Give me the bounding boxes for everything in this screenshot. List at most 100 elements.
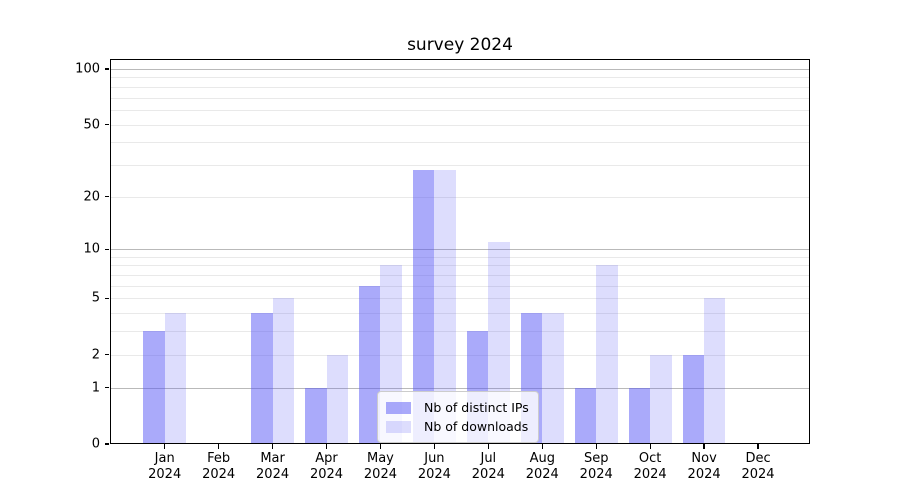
x-tick-label-month: May	[367, 451, 394, 466]
x-tick-label-year: 2024	[309, 467, 344, 482]
x-tick-label-month: Apr	[315, 451, 338, 466]
y-tick-label: 20	[83, 189, 100, 205]
x-tick-label: May 2024	[364, 451, 397, 483]
bar-distinct-ips	[574, 387, 597, 444]
y-gridline-minor	[110, 97, 810, 99]
y-gridline-minor	[110, 285, 810, 287]
x-tick-label-month: Jul	[480, 451, 497, 466]
x-tick-label-year: 2024	[633, 467, 667, 482]
bar-distinct-ips	[628, 387, 651, 444]
legend-swatch-downloads	[386, 420, 411, 433]
y-tick	[104, 354, 109, 356]
legend: Nb of distinct IPs Nb of downloads	[377, 391, 539, 443]
y-gridline-major	[110, 69, 810, 70]
bar-downloads	[596, 265, 618, 444]
x-tick-label: Dec 2024	[741, 451, 774, 483]
bar-downloads	[164, 313, 187, 444]
axes-layer: Nb of distinct IPs Nb of downloads 0 1 2 5 1…	[75, 59, 810, 483]
x-tick	[164, 444, 166, 449]
x-tick	[649, 444, 651, 449]
x-tick	[325, 444, 328, 449]
x-tick-label-month: Jan	[154, 451, 175, 466]
x-tick-label-year: 2024	[741, 467, 775, 482]
y-gridline-minor	[110, 142, 810, 144]
bar-downloads	[434, 170, 456, 444]
x-tick	[757, 444, 759, 449]
y-tick	[104, 443, 109, 445]
x-tick-label-month: Dec	[745, 451, 771, 466]
bar-distinct-ips	[305, 387, 327, 444]
x-tick-label: Apr 2024	[310, 451, 343, 483]
x-tick-label: Jan 2024	[148, 451, 181, 483]
x-tick	[487, 444, 489, 449]
y-gridline-minor	[110, 256, 810, 258]
x-tick-label-year: 2024	[148, 467, 182, 482]
bar-downloads	[272, 298, 294, 444]
x-tick	[217, 444, 220, 449]
x-tick	[541, 444, 543, 449]
plot-area	[110, 59, 810, 444]
y-gridline-minor	[110, 331, 810, 333]
x-tick-label-month: Sep	[583, 451, 609, 466]
x-tick-label: Nov 2024	[688, 451, 721, 483]
y-gridline-minor	[110, 164, 810, 166]
y-tick	[104, 248, 109, 250]
bar-distinct-ips	[143, 331, 165, 444]
x-tick	[595, 444, 597, 449]
y-gridline-minor	[110, 313, 810, 315]
bar-downloads	[704, 298, 726, 444]
x-tick-label-year: 2024	[363, 467, 397, 482]
y-tick-label: 5	[91, 290, 100, 306]
y-gridline-minor	[110, 298, 810, 300]
x-tick-label: Sep 2024	[580, 451, 613, 483]
y-tick-label: 0	[91, 436, 100, 452]
y-gridline-minor	[110, 77, 810, 79]
x-tick-label-month: Jun	[424, 451, 445, 466]
x-tick-label: Jul 2024	[472, 451, 505, 483]
x-tick-label-year: 2024	[687, 467, 721, 482]
y-tick	[104, 68, 109, 70]
y-gridline-minor	[110, 354, 810, 356]
y-tick-label: 10	[83, 241, 100, 257]
y-gridline-minor	[110, 196, 810, 198]
x-tick-label: Mar 2024	[256, 451, 289, 483]
y-gridline-minor	[110, 265, 810, 267]
x-tick	[271, 444, 274, 449]
bar-distinct-ips	[251, 313, 273, 444]
x-tick-label-year: 2024	[471, 467, 505, 482]
x-tick-label: Oct 2024	[634, 451, 667, 483]
y-gridline-major	[110, 387, 810, 389]
x-tick-label-month: Nov	[691, 451, 717, 466]
x-tick-label-month: Aug	[529, 451, 555, 466]
x-tick	[433, 444, 436, 449]
legend-label-downloads: Nb of downloads	[424, 419, 529, 434]
y-gridline-minor	[110, 275, 810, 277]
y-gridline-minor	[110, 124, 810, 126]
legend-item-distinct-ips: Nb of distinct IPs	[386, 398, 529, 417]
bar-distinct-ips	[359, 285, 381, 444]
y-tick-label: 2	[91, 347, 100, 363]
x-tick-label: Jun 2024	[418, 451, 451, 483]
y-tick	[104, 123, 109, 126]
legend-item-downloads: Nb of downloads	[386, 417, 529, 436]
y-tick-label: 100	[75, 61, 100, 77]
y-gridline-major	[110, 249, 810, 251]
x-tick-label-year: 2024	[417, 467, 451, 482]
y-gridline-minor	[110, 109, 810, 111]
bar-downloads	[542, 313, 564, 444]
bar-downloads	[650, 354, 672, 444]
bar-downloads	[326, 354, 348, 444]
y-gridline-minor	[110, 86, 810, 88]
x-tick	[379, 444, 382, 449]
x-tick-label-year: 2024	[202, 467, 236, 482]
bar-distinct-ips	[682, 354, 705, 444]
y-tick	[104, 297, 109, 300]
x-tick-label: Aug 2024	[526, 451, 559, 483]
bar-distinct-ips	[413, 170, 435, 444]
x-tick-label-month: Feb	[207, 451, 231, 466]
x-tick-label-month: Oct	[638, 451, 662, 466]
y-tick	[104, 387, 109, 389]
y-tick-label: 50	[83, 117, 100, 133]
x-tick-label: Feb 2024	[202, 451, 235, 483]
